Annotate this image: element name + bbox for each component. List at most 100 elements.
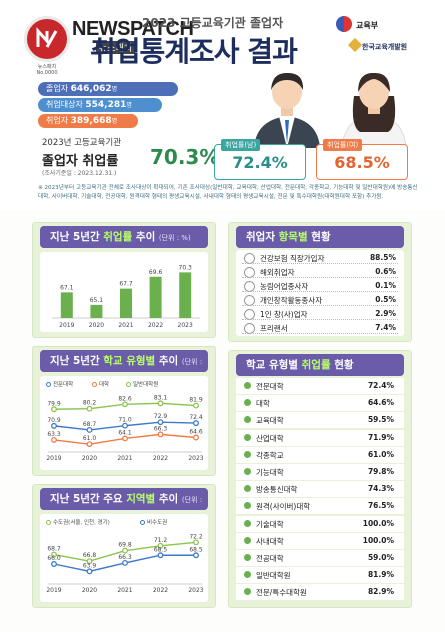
eligible-label: 취업대상자 (46, 100, 83, 109)
graduates-illustration (254, 72, 407, 148)
bullet-icon (244, 519, 251, 527)
school-type-value: 59.5% (367, 415, 394, 425)
school-type-label: 원격(사이버)대학 (256, 502, 311, 512)
school-type-row: 사내대학 100.0% (236, 532, 404, 549)
bar-value-label: 67.7 (119, 281, 133, 288)
data-point-label: 68.5 (189, 546, 203, 553)
x-tick-label: 2021 (117, 455, 132, 462)
data-point (157, 419, 164, 426)
data-point (157, 542, 164, 549)
eligible-unit: 명 (126, 102, 132, 109)
row-divider (242, 263, 398, 264)
school-type-row: 일반대학원 81.9% (236, 567, 404, 584)
school-type-label: 기술대학 (256, 519, 284, 529)
data-point (193, 552, 199, 559)
school-types-title-post: 현황 (330, 359, 354, 371)
rate-title: 졸업자 취업률 (42, 154, 119, 169)
data-point-label: 66.8 (83, 552, 97, 559)
school-type-label: 방송통신대학 (256, 485, 298, 495)
data-point-label: 72.2 (189, 533, 203, 540)
legend-item-capital: 수도권(서울, 인천, 경기) (46, 518, 110, 526)
bar-value-label: 65.1 (90, 297, 104, 304)
school-type-value: 76.5% (367, 501, 394, 511)
bar-value-label: 69.6 (149, 269, 163, 276)
x-tick-label: 2022 (153, 587, 168, 594)
rate-label: 2023년 고등교육기관 (42, 138, 122, 148)
school-type-row: 전문/특수대학원 82.9% (236, 584, 404, 601)
graduates-stat: 졸업자 646,062명 (38, 82, 178, 96)
school-type-row: 기능대학 79.8% (236, 464, 404, 480)
data-point-label: 70.9 (47, 417, 61, 424)
data-point-label: 68.5 (154, 546, 168, 553)
employed-unit: 명 (111, 118, 118, 125)
school-type-label: 전문대학 (256, 382, 284, 391)
data-point (51, 561, 57, 567)
female-rate-box: 취업률(여) 68.5% (316, 139, 408, 180)
data-point (51, 406, 57, 413)
x-tick-label: 2023 (188, 587, 203, 594)
data-point-label: 82.6 (118, 395, 132, 402)
data-point (193, 434, 199, 441)
page-title: 취업통계조사 결과 (90, 35, 298, 68)
school-type-value: 71.9% (367, 432, 394, 442)
school-type-value: 81.9% (367, 570, 394, 580)
data-point-label: 72.4 (189, 414, 203, 421)
rate-note: (조사기준일 : 2023.12.31.) (42, 170, 117, 177)
trend-chart-card: 67.1 2019 65.1 2020 67.7 2021 69.6 2022 70.3 2023 (40, 252, 208, 332)
employed-stat: 취업자 389,668명 (38, 114, 138, 128)
bar-value-label: 67.1 (60, 284, 74, 291)
x-tick-label: 2020 (82, 455, 97, 462)
data-point-label: 64.6 (189, 429, 203, 436)
female-rate-value: 68.5% (334, 153, 390, 172)
eligible-stat: 취업대상자 554,281명 (38, 98, 162, 112)
school-type-row: 방송통신대학 74.3% (236, 481, 404, 498)
row-divider (242, 305, 398, 306)
school-type-row: 전공대학 59.0% (236, 550, 404, 566)
legend-noncapital-label: 비수도권 (147, 520, 168, 526)
institute-name: 한국교육개발원 (362, 43, 408, 51)
x-tick-label: 2019 (59, 322, 74, 329)
school-type-value: 61.0% (367, 449, 394, 459)
x-tick-label: 2021 (117, 587, 132, 594)
items-title-pre: 취업자 (246, 231, 279, 243)
data-point-label: 68.7 (47, 546, 61, 553)
bullet-icon (244, 382, 251, 389)
x-tick-label: 2020 (89, 322, 104, 329)
data-point (193, 539, 199, 546)
items-panel-title: 취업자 항목별 현황 (236, 226, 404, 248)
data-point (86, 405, 93, 412)
school-trend-title-pre: 지난 5년간 (50, 355, 104, 367)
data-point-label: 68.7 (83, 421, 97, 428)
bullet-icon (244, 416, 251, 424)
bar (60, 292, 73, 318)
bullet-icon (244, 399, 251, 407)
school-type-row: 원격(사이버)대학 76.5% (236, 498, 404, 515)
school-type-value: 82.9% (367, 587, 394, 597)
trend-title-highlight: 취업률 (103, 231, 133, 243)
data-point (51, 436, 57, 443)
header-subtitle: 2023 고등교육기관 졸업자 (142, 16, 284, 30)
newspatch-logo (24, 16, 70, 62)
items-list-card: 건강보험 직장가입자 88.5% 해외취업자 0.6% 농림어업종사자 0.1% 개인창작활… (236, 250, 404, 336)
school-type-label: 기능대학 (256, 468, 284, 477)
data-point-label: 63.9 (83, 562, 97, 569)
region-trend-line-chart: 2019 2020 2021 2022 2023 68.7 66.8 69.8 71.2 72.2… (46, 533, 203, 594)
x-tick-label: 2019 (46, 587, 61, 594)
item-row: 농림어업종사자 0.1% (236, 278, 404, 292)
school-trend-panel-title: 지난 5년간 학교 유형별 추이 (단위 : %) (40, 350, 208, 389)
school-types-panel-title: 학교 유형별 취업률 현황 (236, 354, 404, 376)
school-trend-title-highlight: 학교 유형별 (103, 355, 156, 367)
bullet-icon (244, 468, 251, 475)
data-point-label: 64.1 (118, 429, 132, 436)
region-trend-panel-title: 지난 5년간 주요 지역별 추이 (단위 : %) (40, 488, 208, 527)
bullet-icon (244, 588, 251, 596)
x-tick-label: 2019 (46, 455, 61, 462)
bullet-icon (244, 485, 251, 493)
school-type-value: 79.8% (367, 467, 394, 476)
data-point (157, 552, 164, 559)
school-type-label: 전문/특수대학원 (256, 588, 307, 598)
trend-title-pre: 지난 5년간 (50, 231, 104, 243)
data-point (157, 400, 164, 407)
data-point (51, 551, 57, 558)
